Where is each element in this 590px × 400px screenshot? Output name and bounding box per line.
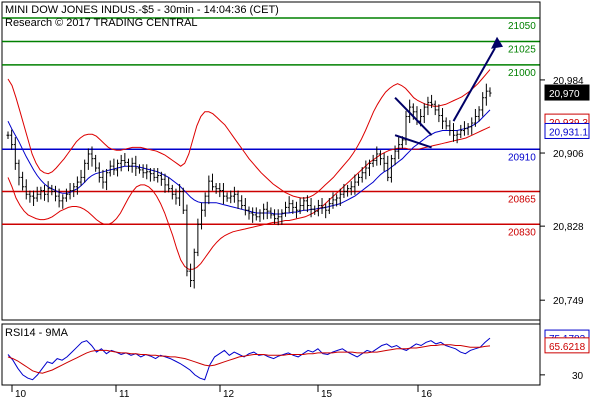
bollinger-upper-line	[7, 69, 491, 199]
y-tick-label: 20,906	[553, 149, 584, 160]
value-badge-bg	[544, 84, 590, 101]
wedge-upper-line	[394, 97, 433, 136]
x-tick-label: 16	[421, 389, 433, 400]
y-tick-label: 20,828	[553, 222, 584, 233]
x-axis: 10 11 12 15 16	[11, 385, 433, 400]
projection-arrow-head	[491, 36, 503, 49]
value-badge-text: 65.6218	[549, 342, 586, 353]
x-tick-label: 10	[15, 389, 27, 400]
level-label-21025: 21025	[508, 44, 536, 55]
rsi-title: RSI14 - 9MA	[5, 327, 69, 339]
x-tick-label: 11	[119, 389, 130, 400]
level-label-21050: 21050	[508, 21, 536, 32]
rsi-series-1	[7, 344, 491, 374]
x-tick-label: 12	[223, 389, 235, 400]
y-tick-label: 20,984	[553, 76, 584, 87]
projection-arrow-line	[452, 47, 496, 122]
y-axis: 20,984 20,906 20,828 20,749 30	[539, 2, 584, 385]
rsi-plot-frame	[1, 323, 541, 386]
chart-title: MINI DOW JONES INDUS.-$5 - 30min - 14:04…	[5, 4, 279, 16]
value-badge-text: 20,931.1	[549, 127, 588, 138]
price-bars	[6, 83, 492, 289]
bollinger-lower-line	[7, 126, 491, 270]
level-label-20910: 20910	[508, 152, 536, 163]
bollinger-bands	[7, 69, 491, 270]
level-label-21000: 21000	[508, 68, 536, 79]
annotation-drawings	[394, 36, 503, 149]
level-label-20830: 20830	[508, 227, 536, 238]
chart-copyright: Research © 2017 TRADING CENTRAL	[5, 17, 198, 29]
value-badge-text: 20,970	[549, 89, 580, 100]
y-tick-label: 20,749	[553, 296, 584, 307]
main-plot-frame	[1, 1, 541, 321]
level-label-20865: 20865	[508, 194, 536, 205]
rsi-y-tick-label: 30	[572, 371, 584, 382]
x-tick-label: 15	[321, 389, 333, 400]
value-badge-bg	[544, 337, 590, 354]
rsi-lines	[7, 337, 491, 381]
value-badge-bg	[544, 122, 590, 139]
wedge-lower-line	[394, 134, 432, 149]
